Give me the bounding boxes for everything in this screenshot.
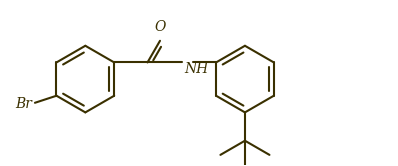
Text: Br: Br [15,97,32,111]
Text: NH: NH [184,62,209,76]
Text: O: O [154,20,166,34]
